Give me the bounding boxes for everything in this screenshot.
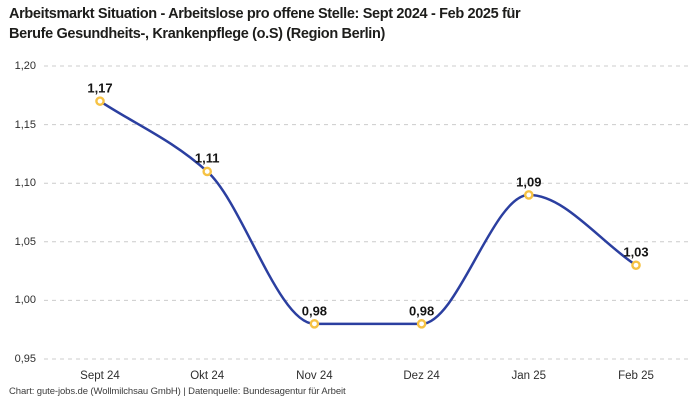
data-point-marker bbox=[416, 319, 427, 329]
x-axis-tick-label: Jan 25 bbox=[511, 370, 547, 382]
chart-title-line1: Arbeitsmarkt Situation - Arbeitslose pro… bbox=[9, 6, 521, 22]
chart-title-line2: Berufe Gesundheits-, Krankenpflege (o.S)… bbox=[9, 26, 385, 42]
y-axis-tick-label: 0,95 bbox=[14, 353, 36, 365]
chart-title: Arbeitsmarkt Situation - Arbeitslose pro… bbox=[9, 4, 669, 44]
x-axis-tick-label: Sept 24 bbox=[80, 370, 120, 382]
chart-footer-attribution: Chart: gute-jobs.de (Wollmilchsau GmbH) … bbox=[9, 386, 346, 397]
x-axis-tick-label: Feb 25 bbox=[618, 370, 654, 382]
data-point-marker bbox=[524, 190, 534, 200]
y-axis-tick-label: 1,15 bbox=[14, 118, 36, 131]
y-axis-tick-label: 1,10 bbox=[14, 177, 36, 190]
x-axis-tick-label: Nov 24 bbox=[296, 370, 333, 382]
data-point-marker bbox=[95, 96, 105, 106]
data-point-value-label: 1,09 bbox=[516, 174, 542, 190]
data-point-value-label: 0,98 bbox=[408, 303, 435, 319]
data-point-marker bbox=[631, 260, 641, 271]
y-axis-tick-label: 1,05 bbox=[14, 235, 36, 248]
x-axis-tick-label: Dez 24 bbox=[403, 370, 440, 382]
data-point-marker bbox=[202, 166, 212, 177]
y-axis-tick-label: 1,00 bbox=[14, 294, 36, 307]
data-point-marker bbox=[309, 319, 320, 329]
data-line bbox=[98, 99, 638, 326]
data-point-value-label: 1,11 bbox=[194, 150, 220, 166]
x-axis-tick-label: Okt 24 bbox=[190, 370, 225, 382]
y-axis-tick-label: 1,20 bbox=[14, 60, 36, 72]
data-point-value-label: 1,17 bbox=[87, 80, 113, 96]
data-point-value-label: 1,03 bbox=[623, 244, 649, 260]
data-point-value-label: 0,98 bbox=[301, 303, 328, 319]
